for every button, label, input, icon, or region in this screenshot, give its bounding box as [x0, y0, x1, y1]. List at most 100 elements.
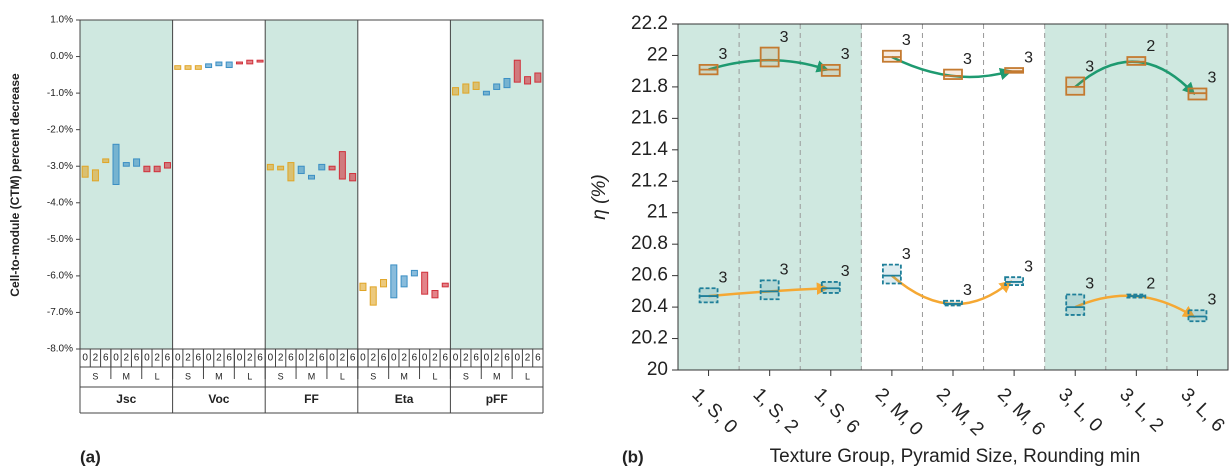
x-tick-label: 6: [350, 353, 356, 364]
x-tick-label: 2, M, 0: [871, 384, 927, 440]
group-shade: [80, 20, 173, 349]
box: [205, 63, 213, 69]
y-tick-label: -4.0%: [47, 197, 73, 208]
group-shade: [800, 24, 862, 370]
count-label: 3: [1085, 59, 1094, 76]
box: [318, 163, 326, 171]
y-tick-label: 21: [647, 202, 668, 223]
box: [524, 76, 532, 85]
box: [81, 165, 89, 178]
panel-a: (a) Cell-to-module (CTM) percent decreas…: [8, 15, 544, 466]
y-tick-label: -5.0%: [47, 234, 73, 245]
x-tick-label: 0: [175, 353, 181, 364]
box: [277, 165, 285, 171]
panel-label: (a): [80, 447, 101, 466]
x-tick-label: 0: [268, 353, 274, 364]
x-tick-label: 1, S, 2: [749, 384, 803, 438]
x-tick-label: 3, L, 2: [1115, 384, 1167, 436]
box: [153, 165, 161, 173]
y-tick-label: -8.0%: [47, 344, 73, 355]
box: [184, 65, 192, 70]
y-axis-label: Cell-to-module (CTM) percent decrease: [8, 73, 22, 297]
y-tick-label: -2.0%: [47, 124, 73, 135]
x-tick-label: 2: [463, 353, 469, 364]
box: [287, 162, 295, 182]
y-tick-label: 21.6: [631, 107, 668, 128]
box: [256, 59, 264, 63]
subgroup-label: M: [215, 371, 223, 381]
box: [441, 282, 449, 288]
box: [759, 46, 780, 68]
x-tick-label: 2: [309, 353, 315, 364]
box: [102, 158, 110, 164]
y-axis-label: η (%): [589, 174, 610, 219]
box: [1065, 293, 1086, 316]
box: [328, 165, 336, 171]
x-tick-label: 6: [535, 353, 541, 364]
count-label: 3: [1207, 70, 1216, 87]
x-tick-label: 0: [360, 353, 366, 364]
x-tick-label: 0: [422, 353, 428, 364]
box: [225, 61, 233, 69]
subgroup-label: S: [185, 371, 191, 381]
count-label: 3: [1207, 291, 1216, 308]
box: [410, 269, 418, 277]
box: [246, 59, 254, 65]
box: [493, 83, 501, 90]
box: [349, 173, 357, 182]
count-label: 3: [902, 32, 911, 49]
y-tick-label: 20.4: [631, 296, 668, 317]
count-label: 3: [902, 246, 911, 263]
x-tick-label: 6: [412, 353, 418, 364]
subgroup-label: L: [155, 371, 160, 381]
box: [503, 77, 511, 89]
x-tick-label: 0: [206, 353, 212, 364]
x-tick-label: 0: [514, 353, 520, 364]
x-tick-label: 2: [370, 353, 376, 364]
x-tick-label: 1, S, 0: [687, 384, 741, 438]
y-tick-label: 21.2: [631, 170, 668, 191]
box: [163, 162, 171, 169]
x-tick-label: 0: [113, 353, 119, 364]
x-tick-label: 6: [504, 353, 510, 364]
count-label: 3: [780, 29, 789, 46]
x-tick-label: 2: [93, 353, 99, 364]
group-shade: [1044, 24, 1107, 370]
x-tick-label: 6: [257, 353, 263, 364]
count-label: 3: [1024, 49, 1033, 66]
group-shade: [265, 20, 358, 349]
y-tick-label: 20.6: [631, 265, 668, 286]
group-shade: [1166, 24, 1229, 370]
box: [297, 165, 305, 175]
box: [462, 83, 470, 94]
x-tick-label: 1, S, 6: [810, 384, 864, 438]
panel-label: (b): [622, 447, 644, 466]
x-tick-label: 6: [226, 353, 232, 364]
x-tick-label: 6: [134, 353, 140, 364]
subgroup-label: M: [400, 371, 408, 381]
box: [369, 286, 377, 306]
trend-arrow: [891, 274, 1013, 306]
count-label: 3: [963, 282, 972, 299]
x-tick-label: 3, L, 6: [1176, 384, 1228, 436]
x-tick-label: 0: [237, 353, 243, 364]
box: [174, 65, 182, 70]
subgroup-label: L: [432, 371, 437, 381]
x-tick-label: 6: [165, 353, 171, 364]
x-tick-label: 0: [144, 353, 150, 364]
count-label: 3: [1024, 258, 1033, 275]
box: [112, 143, 120, 186]
box: [431, 290, 439, 299]
x-tick-label: 0: [82, 353, 88, 364]
x-tick-label: 2: [247, 353, 253, 364]
box: [91, 169, 99, 182]
group-label: Jsc: [116, 392, 136, 406]
y-tick-label: 20.8: [631, 233, 668, 254]
x-tick-label: 6: [103, 353, 109, 364]
box: [143, 165, 151, 173]
subgroup-label: M: [123, 371, 131, 381]
x-tick-label: 2: [401, 353, 407, 364]
count-label: 2: [1146, 276, 1155, 293]
subgroup-label: M: [308, 371, 316, 381]
